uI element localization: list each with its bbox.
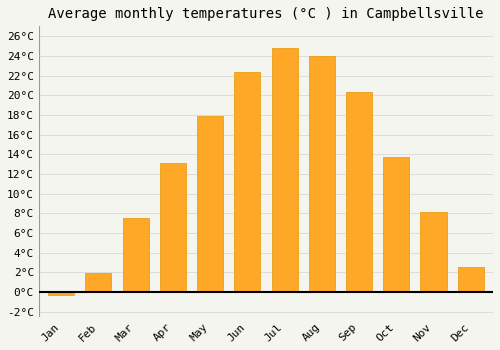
Bar [458, 267, 483, 292]
Bar [272, 48, 297, 292]
Bar [308, 56, 335, 292]
Bar [48, 292, 74, 295]
Bar [197, 116, 223, 292]
Bar [122, 218, 148, 292]
Bar [234, 72, 260, 292]
Bar [160, 163, 186, 292]
Title: Average monthly temperatures (°C ) in Campbellsville: Average monthly temperatures (°C ) in Ca… [48, 7, 484, 21]
Bar [86, 273, 112, 292]
Bar [346, 92, 372, 292]
Bar [383, 157, 409, 292]
Bar [420, 212, 446, 292]
